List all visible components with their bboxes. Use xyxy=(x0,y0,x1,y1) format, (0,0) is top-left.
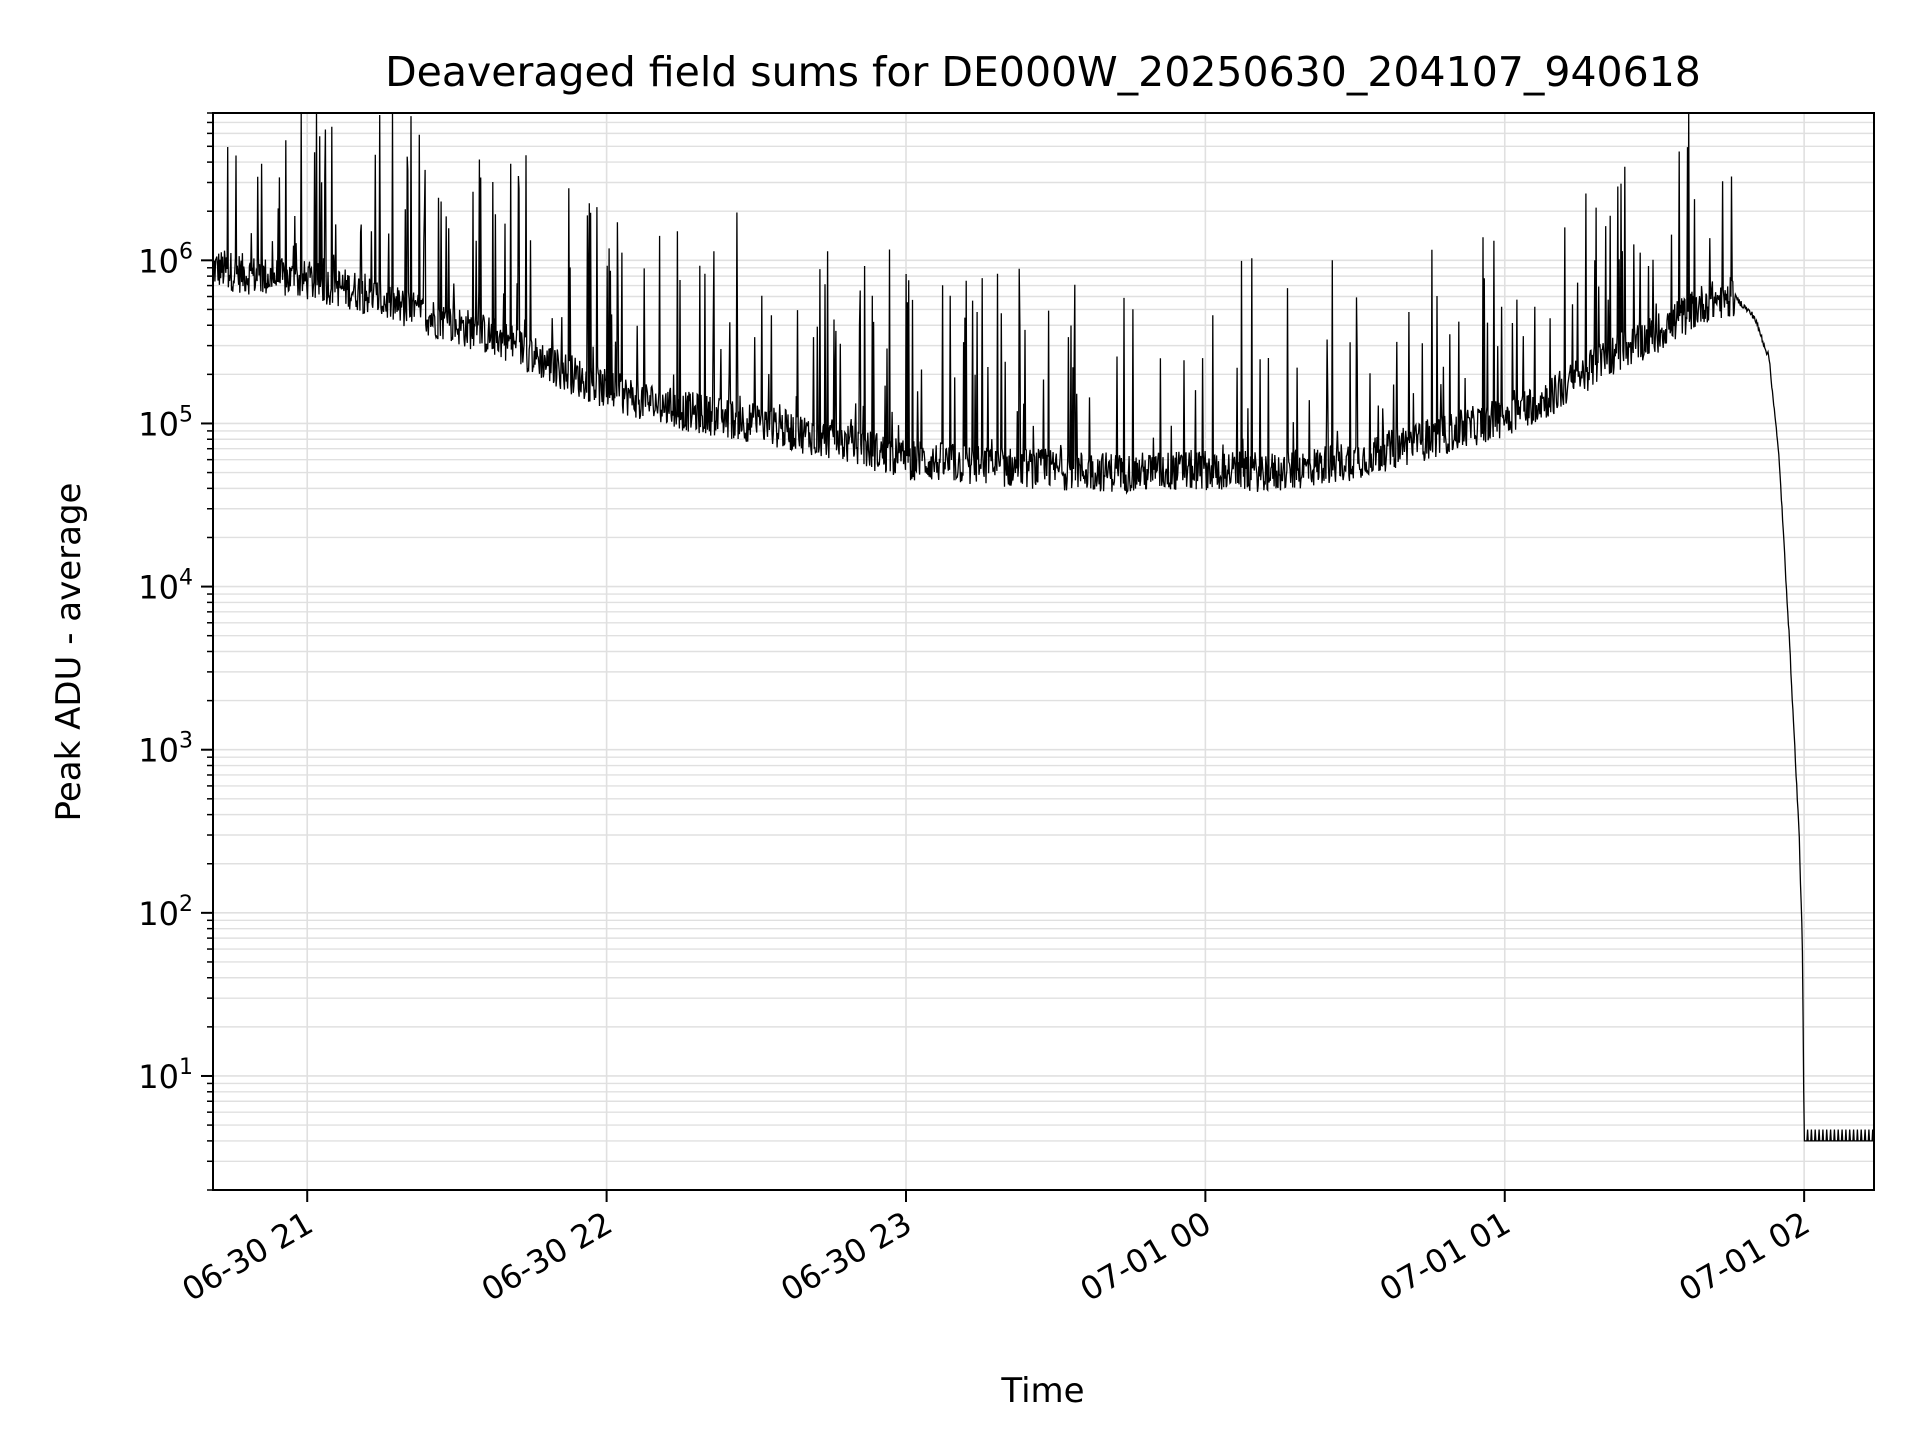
y-tick-label: 102 xyxy=(138,892,193,933)
y-tick-label: 105 xyxy=(138,402,193,443)
x-axis-label: Time xyxy=(1000,1371,1084,1411)
y-axis-label: Peak ADU - average xyxy=(49,483,89,822)
series-path xyxy=(212,112,1875,1142)
y-tick-label: 104 xyxy=(138,566,193,607)
chart-title: Deaveraged field sums for DE000W_2025063… xyxy=(385,48,1701,96)
series-line xyxy=(212,112,1875,1142)
y-tick-label: 106 xyxy=(138,239,193,280)
y-tick-label: 103 xyxy=(138,729,193,770)
y-tick-label: 101 xyxy=(138,1055,193,1096)
ticks xyxy=(201,112,1806,1202)
